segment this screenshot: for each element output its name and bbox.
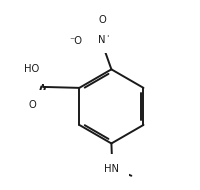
Text: ⁻O: ⁻O (69, 36, 82, 46)
Text: O: O (99, 15, 107, 25)
Text: +: + (104, 32, 110, 38)
Text: O: O (29, 100, 36, 110)
Text: HO: HO (24, 64, 39, 74)
Text: HN: HN (104, 164, 119, 174)
Text: N: N (98, 35, 105, 45)
